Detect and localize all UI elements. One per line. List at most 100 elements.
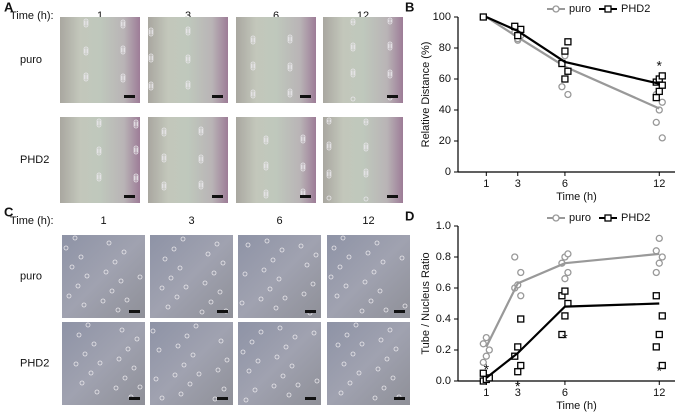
micrograph [236, 17, 316, 103]
cell [261, 267, 267, 273]
cell [300, 136, 306, 142]
cell [198, 126, 204, 132]
cell [252, 387, 258, 393]
point [564, 250, 572, 258]
cell [359, 341, 365, 347]
point [655, 330, 663, 339]
scale-bar [305, 397, 316, 400]
cell [326, 141, 332, 147]
cell [120, 75, 126, 81]
cell [119, 327, 125, 333]
cell [97, 360, 103, 366]
cell [161, 129, 167, 135]
cell [298, 243, 304, 249]
cell [283, 344, 289, 350]
scale-bar [129, 310, 140, 313]
cell [245, 242, 251, 248]
cell [211, 270, 217, 276]
micrograph [62, 322, 145, 405]
cell [264, 238, 270, 244]
micrograph [238, 235, 321, 318]
cell [287, 64, 293, 70]
cell [326, 143, 332, 149]
cell [218, 338, 224, 344]
cell [193, 323, 199, 329]
cell [185, 26, 191, 32]
x-tick-label: 3 [515, 178, 521, 190]
cell [106, 240, 112, 246]
cell [177, 265, 183, 271]
point [652, 268, 660, 277]
cell [292, 334, 298, 340]
cell [250, 63, 256, 69]
scale-bar [394, 397, 405, 400]
point [658, 312, 666, 320]
cell [109, 288, 115, 294]
panel-label: A [4, 0, 14, 14]
scale-bar [387, 195, 398, 198]
cell [362, 279, 368, 285]
cell [383, 307, 389, 313]
cell [295, 382, 301, 388]
cell [83, 48, 89, 54]
cell [390, 375, 396, 381]
x-tick-label: 1 [483, 387, 489, 399]
point [517, 315, 525, 323]
point [564, 38, 572, 46]
cell [387, 19, 393, 25]
cell [94, 389, 100, 395]
cell [353, 322, 359, 328]
cell [81, 302, 87, 308]
row-label: PHD2 [20, 357, 49, 369]
cell [311, 330, 317, 336]
x-tick-label: 6 [562, 178, 568, 190]
cell [198, 180, 204, 186]
cell [273, 305, 279, 311]
scale-bar [124, 95, 135, 98]
cell [301, 291, 307, 297]
cell [335, 342, 341, 348]
scale-bar [129, 397, 140, 400]
y-tick-label: 0.6 [436, 282, 451, 294]
cell [343, 283, 349, 289]
cell [300, 134, 306, 140]
cell [148, 27, 154, 33]
point [658, 361, 666, 370]
cell [181, 362, 187, 368]
cell [198, 156, 204, 162]
cell [161, 127, 167, 133]
cell [133, 145, 139, 151]
cell [69, 264, 75, 270]
y-axis-title: Relative Distance (%) [420, 42, 432, 148]
cell [393, 346, 399, 352]
cell [387, 69, 393, 75]
cell [148, 53, 154, 59]
cell [185, 54, 191, 60]
cell [208, 299, 214, 305]
cell [96, 174, 102, 180]
cell [271, 383, 277, 389]
cell [250, 37, 256, 43]
cell [150, 328, 156, 334]
scale-bar [217, 397, 228, 400]
cell [185, 82, 191, 88]
cell [326, 117, 332, 123]
cell [118, 278, 124, 284]
time-header: 1 [97, 10, 103, 22]
y-tick-label: 100 [433, 11, 451, 23]
scale-bar [300, 195, 311, 198]
micrograph [323, 17, 403, 103]
cell [113, 385, 119, 391]
cell [363, 120, 369, 126]
point [485, 346, 493, 354]
cell [331, 245, 337, 251]
cell [250, 91, 256, 97]
cell [263, 137, 269, 143]
cell [365, 250, 371, 256]
cell [280, 373, 286, 379]
cell [161, 155, 167, 161]
cell [387, 71, 393, 77]
cell [174, 294, 180, 300]
cell [83, 18, 89, 24]
cell [156, 347, 162, 353]
